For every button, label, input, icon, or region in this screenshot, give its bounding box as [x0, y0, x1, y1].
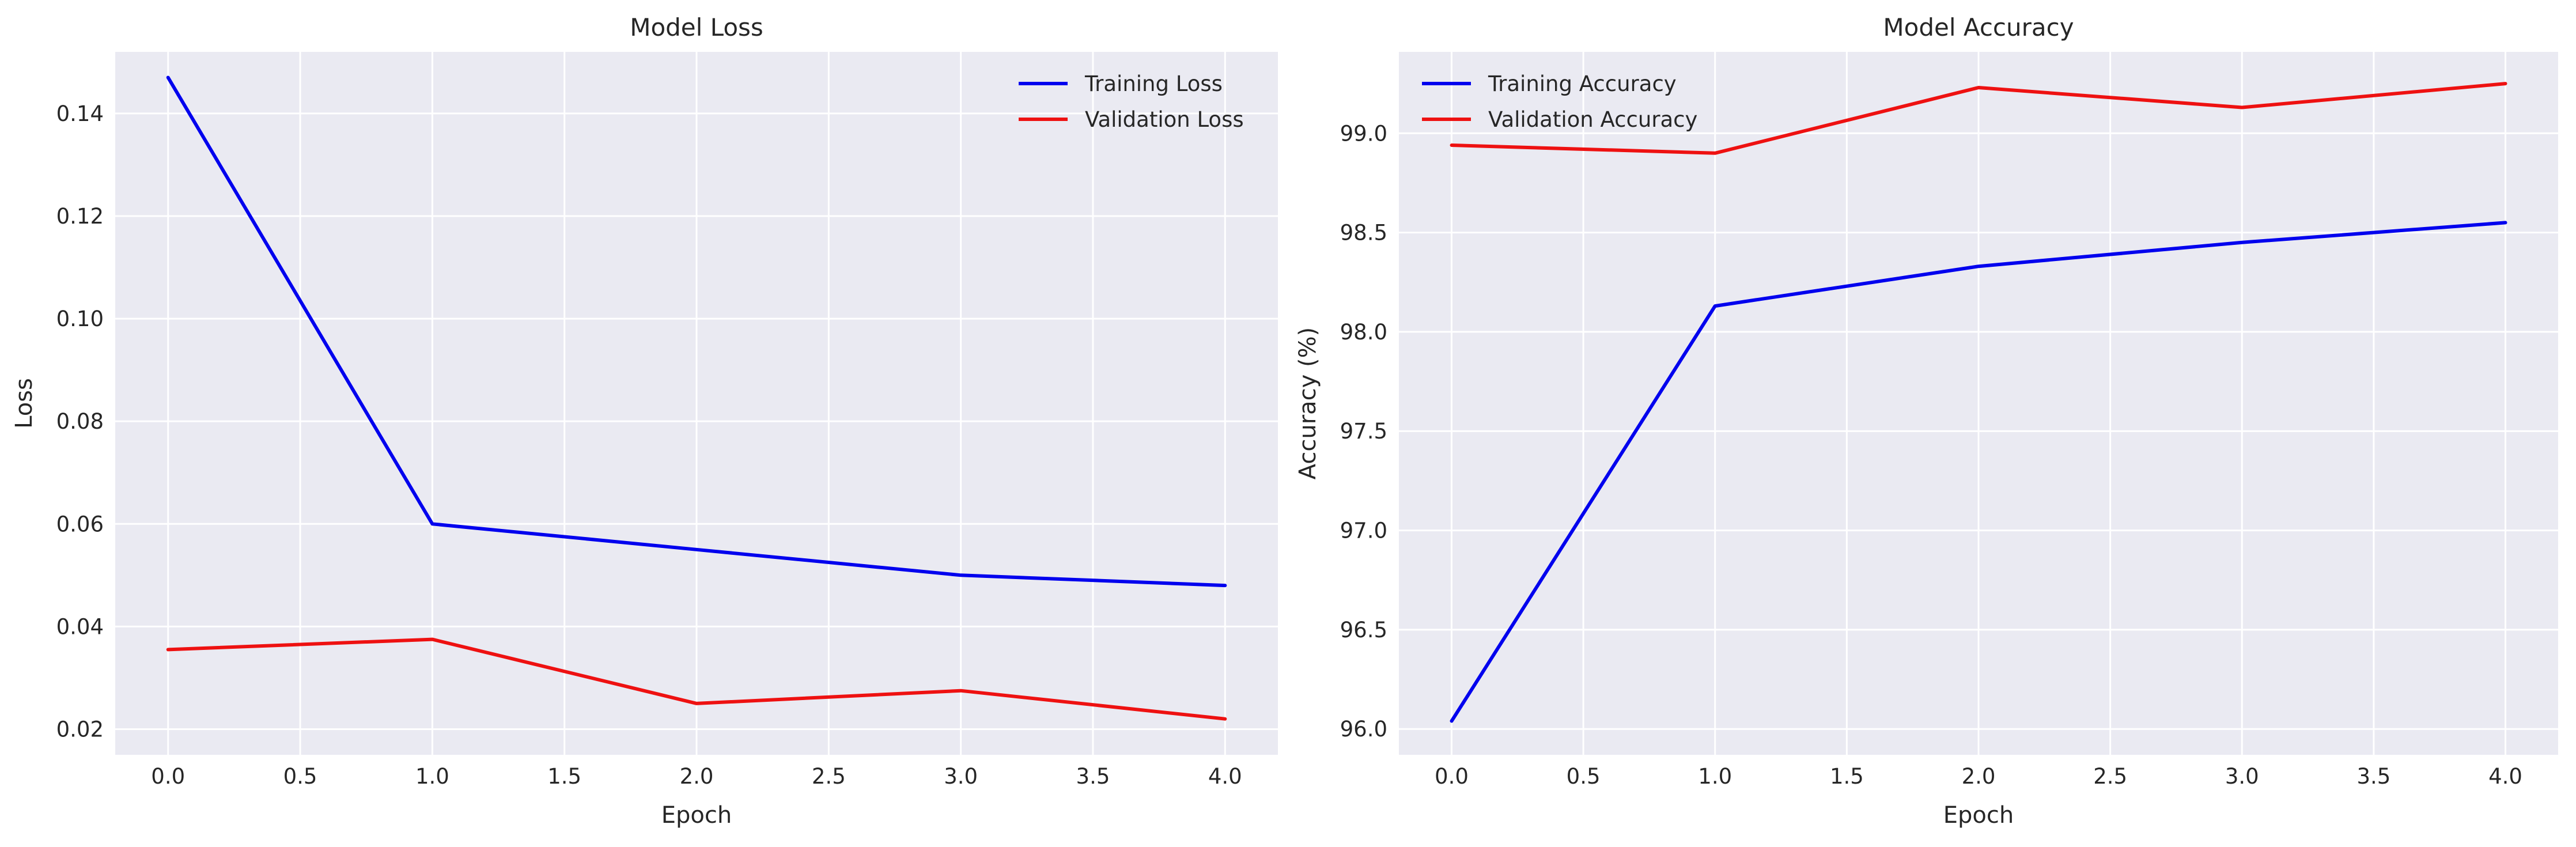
accuracy-y-tick-label: 98.5	[1340, 221, 1387, 245]
accuracy-x-tick-label: 1.5	[1830, 764, 1864, 789]
loss-y-tick-labels: 0.02 0.04 0.06 0.08 0.10 0.12 0.14	[56, 101, 104, 742]
loss-x-tick-label: 3.0	[944, 764, 978, 789]
loss-y-tick-label: 0.10	[56, 307, 104, 331]
loss-chart: 0.0 0.5 1.0 1.5 2.0 2.5 3.0 3.5 4.0 0.02 0.04 0.06…	[11, 13, 1278, 829]
loss-y-tick-label: 0.12	[56, 204, 104, 229]
accuracy-y-tick-label: 96.0	[1340, 717, 1387, 742]
loss-x-tick-label: 0.0	[151, 764, 185, 789]
loss-y-tick-label: 0.14	[56, 101, 104, 126]
accuracy-chart: 0.0 0.5 1.0 1.5 2.0 2.5 3.0 3.5 4.0 96.0 96.5 97.0…	[1295, 13, 2558, 829]
accuracy-x-tick-label: 4.0	[2488, 764, 2522, 789]
loss-x-tick-labels: 0.0 0.5 1.0 1.5 2.0 2.5 3.0 3.5 4.0	[151, 764, 1242, 789]
accuracy-x-axis-label: Epoch	[1943, 802, 2014, 829]
accuracy-y-tick-label: 98.0	[1340, 320, 1387, 345]
legend-label-validation-accuracy: Validation Accuracy	[1488, 107, 1697, 132]
loss-x-tick-label: 3.5	[1076, 764, 1110, 789]
accuracy-x-tick-label: 3.0	[2225, 764, 2259, 789]
loss-x-tick-label: 2.5	[812, 764, 846, 789]
accuracy-legend: Training Accuracy Validation Accuracy	[1422, 71, 1697, 132]
loss-y-tick-label: 0.08	[56, 409, 104, 434]
loss-y-tick-label: 0.02	[56, 717, 104, 742]
accuracy-x-tick-labels: 0.0 0.5 1.0 1.5 2.0 2.5 3.0 3.5 4.0	[1435, 764, 2522, 789]
accuracy-x-tick-label: 3.5	[2356, 764, 2390, 789]
accuracy-y-axis-label: Accuracy (%)	[1295, 327, 1321, 480]
loss-x-tick-label: 1.0	[415, 764, 449, 789]
accuracy-y-tick-label: 96.5	[1340, 618, 1387, 642]
accuracy-series-lines	[1450, 82, 2507, 723]
loss-y-axis-label: Loss	[11, 378, 37, 429]
accuracy-x-tick-label: 1.0	[1698, 764, 1732, 789]
legend-label-training-loss: Training Loss	[1084, 71, 1223, 96]
loss-chart-title: Model Loss	[630, 13, 763, 41]
accuracy-y-tick-label: 99.0	[1340, 121, 1387, 146]
legend-label-training-accuracy: Training Accuracy	[1488, 71, 1677, 96]
validation-accuracy-line	[1450, 82, 2507, 155]
accuracy-x-tick-label: 0.0	[1435, 764, 1469, 789]
validation-loss-line	[166, 637, 1227, 721]
accuracy-y-tick-label: 97.5	[1340, 419, 1387, 444]
loss-series-lines	[166, 75, 1227, 721]
accuracy-x-tick-label: 2.5	[2093, 764, 2127, 789]
loss-x-tick-label: 4.0	[1208, 764, 1242, 789]
training-loss-line	[166, 75, 1227, 588]
training-accuracy-line	[1450, 221, 2507, 723]
accuracy-y-tick-labels: 96.0 96.5 97.0 97.5 98.0 98.5 99.0	[1340, 121, 1387, 742]
loss-y-tick-label: 0.04	[56, 614, 104, 639]
loss-x-tick-label: 0.5	[283, 764, 317, 789]
loss-y-tick-label: 0.06	[56, 512, 104, 536]
loss-x-axis-label: Epoch	[661, 802, 732, 829]
legend-label-validation-loss: Validation Loss	[1085, 107, 1244, 132]
accuracy-y-tick-label: 97.0	[1340, 519, 1387, 543]
loss-legend: Training Loss Validation Loss	[1019, 71, 1244, 132]
accuracy-chart-title: Model Accuracy	[1883, 13, 2074, 41]
accuracy-x-tick-label: 0.5	[1567, 764, 1601, 789]
accuracy-x-tick-label: 2.0	[1962, 764, 1996, 789]
loss-x-tick-label: 1.5	[547, 764, 581, 789]
loss-x-tick-label: 2.0	[680, 764, 714, 789]
loss-grid	[115, 52, 1278, 755]
